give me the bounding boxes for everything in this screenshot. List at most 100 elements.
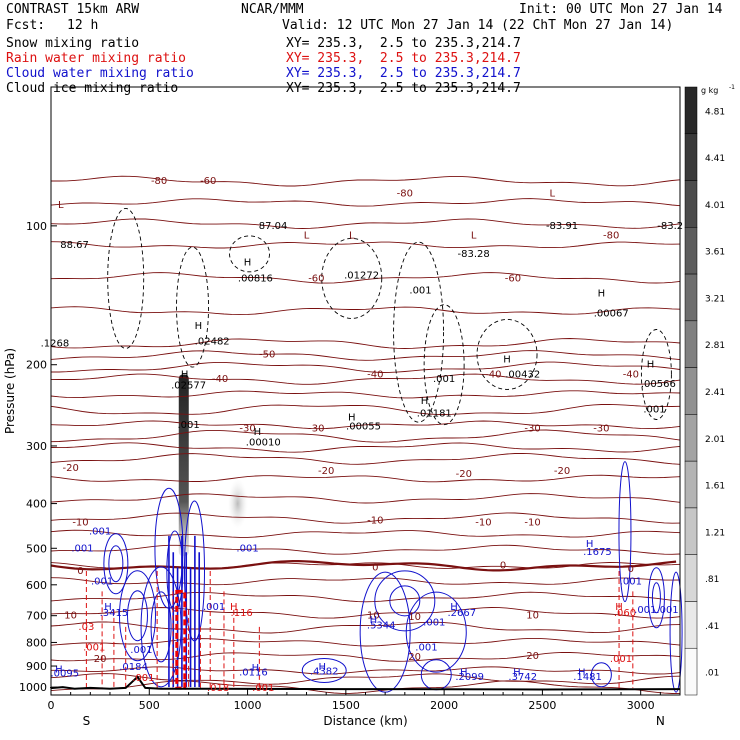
extremum-label: .001: [71, 543, 93, 554]
extremum-label: .001: [236, 543, 258, 554]
extremum-label: H: [647, 360, 655, 371]
isotherm-line: [51, 361, 681, 373]
extremum-label: L: [58, 200, 64, 211]
x-axis-label: Distance (km): [323, 714, 407, 728]
colorbar-swatch: [684, 273, 698, 322]
extremum-label: H: [615, 602, 623, 613]
extremum-label: .00010: [246, 438, 281, 449]
isotherm-line: [50, 429, 681, 443]
field-xy-cloud-water: XY= 235.3, 2.5 to 235.3,214.7: [286, 66, 521, 81]
y-tick-label: 900: [26, 660, 47, 673]
cloud-water-contour: [359, 571, 411, 693]
isotherm-line: [50, 577, 681, 586]
isotherm-label: -30: [308, 424, 324, 435]
cloud-ice-contour: [107, 207, 145, 349]
extremum-label: .01181: [417, 408, 452, 419]
colorbar-label: .01: [705, 669, 719, 679]
isotherm-label: 10: [64, 611, 77, 622]
extremum-label: .018: [207, 683, 229, 694]
extremum-label: .001: [643, 404, 665, 415]
colorbar-swatch: [684, 554, 698, 602]
extremum-label: .00432: [505, 369, 540, 380]
cloud-ice-contour: [229, 235, 270, 273]
extremum-label: .001.001: [634, 605, 679, 616]
cloud-ice-contour: [176, 246, 209, 368]
colorbar-label: 2.41: [705, 388, 725, 398]
cloud-ice-contour: [640, 329, 672, 420]
isotherm-line: [50, 390, 681, 399]
extremum-label: H: [230, 602, 238, 613]
forecast-value: 12 h: [67, 18, 99, 33]
isotherm-line: [50, 474, 681, 483]
extremum-label: .1268: [41, 339, 70, 350]
colorbar-swatch: [684, 227, 698, 275]
forecast-label: Fcst:: [6, 18, 46, 33]
extremum-label: .00055: [346, 421, 381, 432]
colorbar-label: .41: [705, 622, 719, 632]
isotherm-line: [50, 529, 681, 538]
extremum-label: .1481: [573, 672, 602, 683]
extremum-label: .001: [409, 285, 431, 296]
extremum-label: .001: [132, 673, 154, 684]
cloud-water-contour: [374, 570, 436, 632]
extremum-label: .3415: [100, 608, 129, 619]
cloud-ice-contour: [393, 241, 445, 423]
isotherm-label: -10: [475, 518, 491, 529]
isotherm-line: [50, 198, 681, 207]
cloud-ice-contour: [476, 318, 538, 390]
y-tick-label: 500: [26, 542, 47, 555]
extremum-label: H: [586, 539, 594, 550]
y-tick-label: 700: [26, 610, 47, 623]
isotherm-label: -10: [367, 515, 383, 526]
isotherm-line: [50, 621, 681, 634]
y-tick-label: 600: [26, 579, 47, 592]
isotherm-line: [50, 607, 681, 619]
colorbar-label: 4.81: [705, 107, 725, 117]
colorbar-unit-exponent: -1: [729, 84, 735, 91]
extremum-label: L: [471, 231, 477, 242]
extremum-label: .001: [89, 527, 111, 538]
extremum-label: L: [549, 188, 555, 199]
y-tick-label: 400: [26, 498, 47, 511]
extremum-label: .00566: [641, 379, 676, 390]
y-tick-label: 300: [26, 440, 47, 453]
isotherm-label: -60: [505, 273, 521, 284]
extremum-label: H: [254, 427, 262, 438]
extremum-label: 10: [367, 611, 380, 622]
isotherm-label: -40: [367, 369, 383, 380]
extremum-label: -83.2: [657, 221, 683, 232]
extremum-label: .001: [130, 645, 152, 656]
extremum-label: .001: [433, 374, 455, 385]
isotherm-line: [50, 544, 681, 555]
cloud-water-contour: [140, 566, 182, 688]
extremum-label: H: [55, 664, 63, 675]
isotherm-label: -80: [151, 176, 167, 187]
isotherm-label: -80: [603, 231, 619, 242]
field-label-cloud-water: Cloud water mixing ratio: [6, 66, 194, 81]
colorbar-label: 3.61: [705, 248, 725, 258]
colorbar-swatch: [684, 367, 698, 415]
colorbar-swatch: [684, 460, 698, 509]
extremum-label: .001: [423, 618, 445, 629]
isotherm-label: -20: [456, 469, 472, 480]
extremum-label: .2667: [447, 608, 476, 619]
colorbar-label: 1.21: [705, 528, 725, 538]
x-tick-label: 1000: [234, 699, 262, 712]
isotherm-label: -20: [318, 466, 334, 477]
isotherm-label: -60: [200, 176, 216, 187]
isotherm-line: [50, 338, 681, 349]
extremum-label: .001: [83, 642, 105, 653]
isotherm-line: [50, 493, 681, 504]
cloud-water-contour: [389, 585, 421, 617]
extremum-label: L: [304, 231, 310, 242]
field-label-cloud-ice: Cloud ice mixing ratio: [6, 81, 179, 96]
extremum-label: 88.67: [60, 240, 89, 251]
extremum-label: .001: [415, 642, 437, 653]
isotherm-label: 20: [408, 652, 421, 663]
colorbar-swatch: [684, 647, 698, 696]
extremum-label: .116: [231, 608, 253, 619]
x-tick-label: 500: [139, 699, 160, 712]
cloud-water-contour: [301, 657, 347, 683]
cloud-ice-contour: [321, 237, 383, 319]
